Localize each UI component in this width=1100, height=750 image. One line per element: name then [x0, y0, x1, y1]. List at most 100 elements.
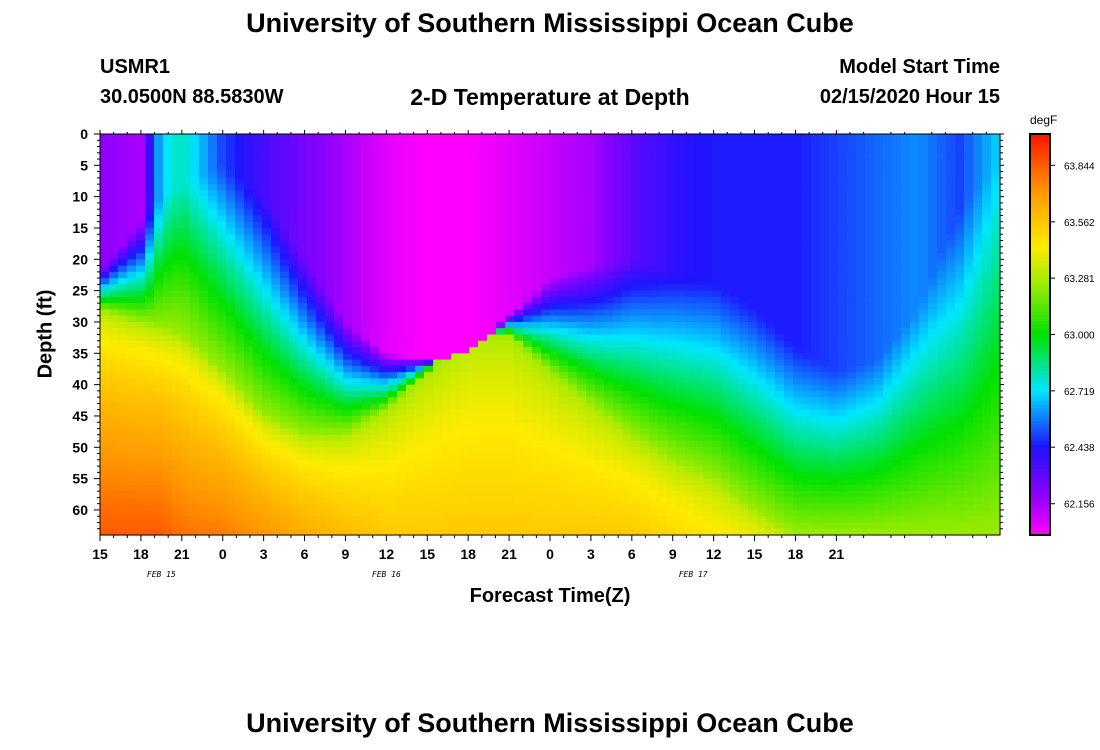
heatmap-cell — [442, 385, 452, 392]
heatmap-cell — [694, 353, 704, 360]
heatmap-cell — [199, 504, 209, 511]
heatmap-cell — [352, 347, 362, 354]
heatmap-cell — [199, 341, 209, 348]
heatmap-cell — [271, 466, 281, 473]
heatmap-cell — [442, 272, 452, 279]
heatmap-cell — [703, 428, 713, 435]
heatmap-cell — [262, 159, 272, 166]
heatmap-cell — [604, 291, 614, 298]
heatmap-cell — [505, 259, 515, 266]
heatmap-cell — [253, 172, 263, 179]
heatmap-cell — [244, 385, 254, 392]
heatmap-cell — [631, 441, 641, 448]
heatmap-cell — [550, 441, 560, 448]
heatmap-cell — [712, 291, 722, 298]
heatmap-cell — [469, 215, 479, 222]
heatmap-cell — [613, 378, 623, 385]
heatmap-cell — [550, 466, 560, 473]
heatmap-cell — [721, 322, 731, 329]
heatmap-cell — [262, 428, 272, 435]
heatmap-cell — [460, 385, 470, 392]
heatmap-cell — [397, 253, 407, 260]
heatmap-cell — [658, 172, 668, 179]
heatmap-cell — [694, 291, 704, 298]
heatmap-cell — [379, 378, 389, 385]
heatmap-cell — [478, 316, 488, 323]
heatmap-cell — [793, 172, 803, 179]
heatmap-cell — [784, 416, 794, 423]
heatmap-cell — [766, 422, 776, 429]
heatmap-cell — [208, 178, 218, 185]
heatmap-cell — [748, 203, 758, 210]
heatmap-cell — [586, 266, 596, 273]
heatmap-cell — [784, 504, 794, 511]
heatmap-cell — [586, 322, 596, 329]
heatmap-cell — [262, 516, 272, 523]
heatmap-cell — [748, 335, 758, 342]
heatmap-cell — [757, 422, 767, 429]
heatmap-cell — [541, 272, 551, 279]
heatmap-cell — [460, 215, 470, 222]
heatmap-cell — [307, 497, 317, 504]
heatmap-cell — [586, 316, 596, 323]
heatmap-cell — [613, 372, 623, 379]
heatmap-cell — [316, 454, 326, 461]
heatmap-cell — [433, 378, 443, 385]
heatmap-cell — [244, 165, 254, 172]
heatmap-cell — [415, 522, 425, 529]
heatmap-cell — [199, 372, 209, 379]
heatmap-cell — [217, 497, 227, 504]
heatmap-cell — [604, 197, 614, 204]
heatmap-cell — [613, 353, 623, 360]
heatmap-cell — [469, 284, 479, 291]
heatmap-cell — [622, 172, 632, 179]
heatmap-cell — [703, 403, 713, 410]
heatmap-cell — [145, 190, 155, 197]
heatmap-cell — [235, 353, 245, 360]
heatmap-cell — [793, 147, 803, 154]
heatmap-cell — [433, 328, 443, 335]
heatmap-cell — [577, 190, 587, 197]
heatmap-cell — [127, 165, 137, 172]
heatmap-cell — [640, 397, 650, 404]
heatmap-cell — [559, 190, 569, 197]
heatmap-cell — [316, 153, 326, 160]
heatmap-cell — [190, 428, 200, 435]
heatmap-cell — [424, 372, 434, 379]
heatmap-cell — [595, 284, 605, 291]
heatmap-cell — [343, 134, 353, 141]
heatmap-cell — [172, 328, 182, 335]
heatmap-cell — [424, 316, 434, 323]
heatmap-cell — [514, 140, 524, 147]
heatmap-cell — [496, 335, 506, 342]
heatmap-cell — [244, 284, 254, 291]
heatmap-cell — [262, 215, 272, 222]
heatmap-cell — [730, 234, 740, 241]
heatmap-cell — [307, 209, 317, 216]
heatmap-cell — [109, 372, 119, 379]
heatmap-cell — [541, 347, 551, 354]
heatmap-cell — [406, 385, 416, 392]
heatmap-cell — [730, 522, 740, 529]
heatmap-cell — [613, 159, 623, 166]
heatmap-cell — [244, 178, 254, 185]
heatmap-cell — [172, 253, 182, 260]
heatmap-cell — [523, 247, 533, 254]
heatmap-cell — [352, 397, 362, 404]
heatmap-cell — [316, 347, 326, 354]
heatmap-cell — [523, 454, 533, 461]
heatmap-cell — [757, 297, 767, 304]
heatmap-cell — [586, 422, 596, 429]
heatmap-cell — [604, 203, 614, 210]
heatmap-cell — [622, 272, 632, 279]
heatmap-cell — [595, 316, 605, 323]
heatmap-cell — [289, 472, 299, 479]
heatmap-cell — [280, 165, 290, 172]
heatmap-cell — [595, 184, 605, 191]
heatmap-cell — [784, 316, 794, 323]
heatmap-cell — [271, 165, 281, 172]
heatmap-cell — [334, 504, 344, 511]
heatmap-cell — [406, 322, 416, 329]
heatmap-cell — [271, 385, 281, 392]
heatmap-cell — [496, 485, 506, 492]
